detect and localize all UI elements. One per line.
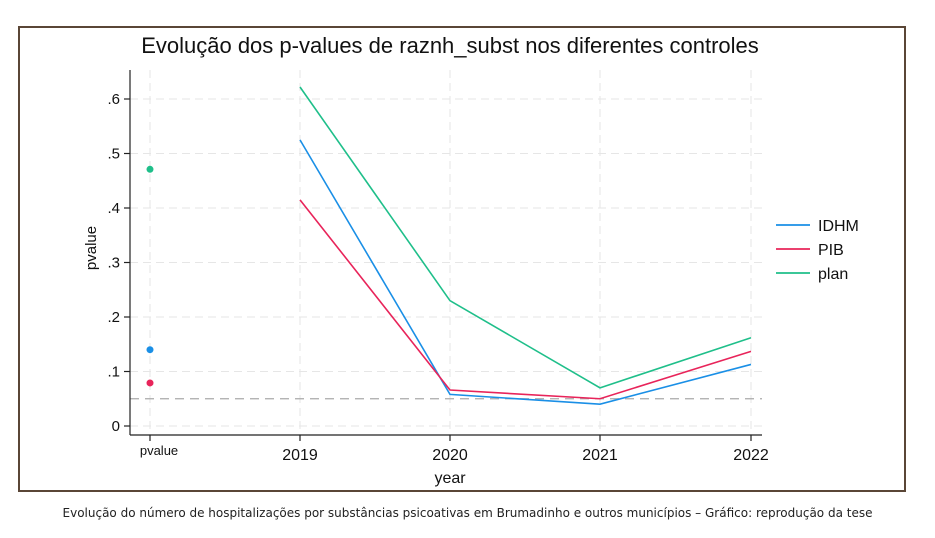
x-axis-label: year [434,470,466,487]
legend-label-idhm: IDHM [818,218,859,235]
y-axis-label: pvalue [83,226,100,270]
y-tick-label: .4 [107,200,120,217]
chart-frame [18,26,906,492]
y-tick-label: 0 [112,418,120,435]
series-line-pib [299,199,752,400]
x-tick-label: 2022 [733,447,769,464]
series-point-plan [146,165,154,173]
series-line-plan [299,86,752,389]
y-tick-label: .6 [107,91,120,108]
legend-label-pib: PIB [818,242,844,259]
chart-title: Evolução dos p-values de raznh_subst nos… [141,33,759,58]
x-tick-label: 2021 [582,447,618,464]
series-line-idhm [299,139,752,406]
x-tick-label: 2019 [282,447,318,464]
y-tick-label: .5 [107,146,120,163]
x-tick-label: 2020 [432,447,468,464]
figure-caption: Evolução do número de hospitalizações po… [62,506,873,520]
y-tick-label: .3 [107,255,120,272]
series-point-pib [146,379,154,387]
series-point-idhm [146,346,154,354]
y-tick-label: .1 [107,364,120,381]
y-tick-label: .2 [107,309,120,326]
legend-label-plan: plan [818,266,848,283]
x-tick-label: pvalue [140,443,178,458]
